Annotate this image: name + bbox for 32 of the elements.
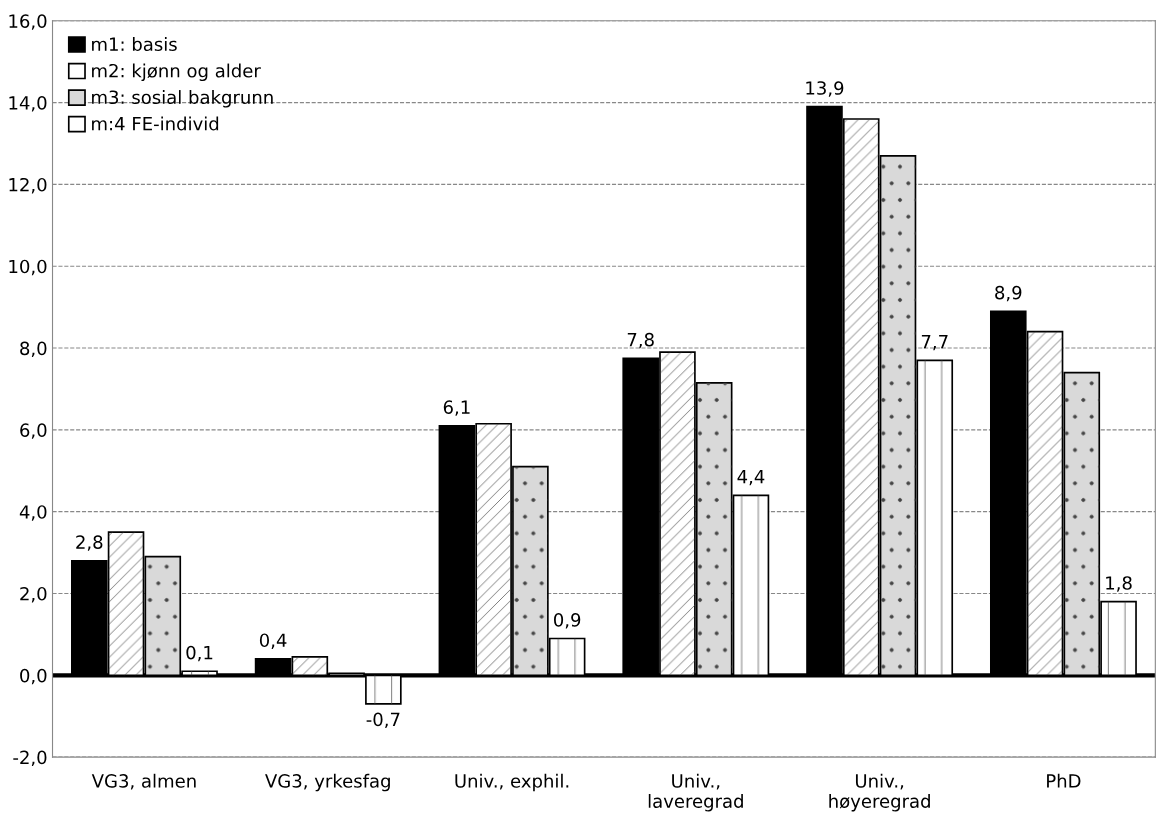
y-tick-label: 14,0 [9, 96, 47, 112]
y-tick-label: 12,0 [9, 177, 47, 194]
y-tick-label: -2,0 [13, 750, 47, 767]
y-tick-label: 8,0 [20, 341, 47, 358]
data-label: 7,7 [921, 335, 948, 351]
y-tick-label: 16,0 [9, 14, 47, 30]
y-tick-label: 10,0 [9, 259, 47, 276]
y-tick-label: 2,0 [20, 586, 47, 603]
x-tick-label: Univ., høyeregrad [829, 773, 930, 812]
data-label: 0,9 [554, 613, 581, 629]
x-tick-label: VG3, almen [91, 773, 196, 790]
y-tick-label: 0,0 [20, 668, 47, 685]
data-label: 4,4 [737, 470, 765, 486]
x-tick-label: PhD [1047, 773, 1081, 788]
x-tick-label: VG3, yrkesfag [265, 773, 390, 792]
y-tick-label: 6,0 [20, 423, 47, 439]
y-tick-label: 4,0 [19, 505, 47, 521]
data-label: 1,8 [1106, 576, 1132, 592]
data-label: 13,9 [806, 81, 844, 97]
data-label: 0,4 [259, 633, 287, 649]
data-label: -0,7 [366, 712, 400, 729]
data-label: 8,9 [995, 285, 1022, 302]
data-label: 6,1 [443, 400, 470, 416]
legend-label: m1: basis [92, 37, 177, 52]
legend-label: m:4 FE-individ [92, 116, 219, 131]
data-label: 2,8 [76, 535, 103, 551]
legend-label: m2: kjønn og alder [92, 63, 261, 82]
data-label: 7,8 [627, 332, 654, 349]
legend-label: m3: sosial bakgrunn [92, 90, 273, 108]
x-tick-label: Univ., exphil. [455, 773, 569, 792]
data-label: 0,1 [186, 645, 213, 662]
x-tick-label: Univ., laveregrad [648, 773, 743, 812]
